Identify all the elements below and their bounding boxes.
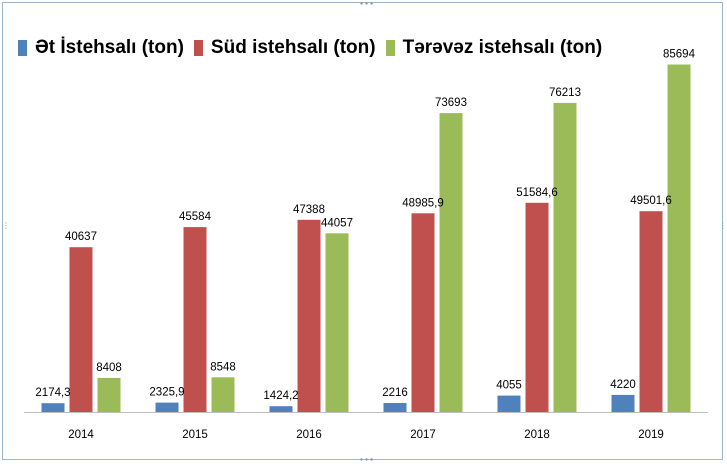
- bar-vegetable-2019[interactable]: [667, 64, 691, 413]
- data-label-milk-2016: 47388: [293, 204, 325, 216]
- bar-meat-2014[interactable]: [41, 403, 65, 412]
- x-tick-label-2018: 2018: [524, 429, 550, 441]
- data-label-meat-2014: 2174,3: [35, 387, 70, 399]
- bar-vegetable-2014[interactable]: [97, 377, 121, 412]
- bar-meat-2019[interactable]: [611, 394, 635, 412]
- legend-item-milk: Süd istehsalı (ton): [193, 37, 376, 59]
- data-label-vegetable-2019: 85694: [663, 49, 696, 61]
- data-label-vegetable-2015: 8548: [210, 361, 236, 373]
- resize-handle-left[interactable]: ⋮: [2, 221, 10, 230]
- data-label-milk-2015: 45584: [179, 211, 212, 223]
- data-label-meat-2017: 2216: [382, 387, 408, 399]
- data-label-vegetable-2017: 73693: [435, 97, 467, 109]
- legend-item-meat: Ət İstehsalı (ton): [18, 37, 184, 59]
- x-tick-label-2015: 2015: [182, 429, 208, 441]
- legend-swatch-vegetable: [385, 40, 395, 56]
- x-tick-label-2017: 2017: [410, 429, 436, 441]
- data-label-milk-2019: 49501,6: [630, 195, 672, 207]
- bar-milk-2017[interactable]: [411, 213, 435, 412]
- legend-label-milk: Süd istehsalı (ton): [210, 37, 376, 58]
- bar-meat-2016[interactable]: [269, 406, 293, 412]
- data-label-meat-2015: 2325,9: [149, 387, 184, 399]
- bar-vegetable-2018[interactable]: [553, 102, 577, 413]
- x-tick-label-2019: 2019: [638, 429, 664, 441]
- resize-handle-top[interactable]: ∙∙∙: [359, 0, 375, 8]
- bar-milk-2019[interactable]: [639, 211, 663, 412]
- bar-milk-2014[interactable]: [69, 247, 93, 412]
- bar-meat-2018[interactable]: [497, 395, 521, 412]
- bar-vegetable-2015[interactable]: [211, 377, 235, 412]
- data-label-vegetable-2014: 8408: [96, 362, 122, 374]
- data-label-group: 2174,3 40637 8408 2325,9 45584 8548 1424,2 4738…: [35, 49, 695, 403]
- chart-legend: Ət İstehsalı (ton) Süd istehsalı (ton) T…: [18, 34, 612, 62]
- data-label-milk-2017: 48985,9: [402, 197, 444, 209]
- data-label-meat-2018: 4055: [496, 380, 522, 392]
- x-tick-label-2016: 2016: [296, 429, 322, 441]
- bar-milk-2016[interactable]: [297, 219, 321, 412]
- bar-meat-2017[interactable]: [383, 403, 407, 412]
- data-label-milk-2014: 40637: [65, 231, 97, 243]
- x-tick-label-2014: 2014: [68, 429, 94, 441]
- data-label-vegetable-2016: 44057: [321, 217, 353, 229]
- legend-label-vegetable: Tərəvəz istehsalı (ton): [402, 37, 603, 58]
- legend-swatch-milk: [193, 40, 203, 56]
- bar-milk-2015[interactable]: [183, 227, 207, 412]
- data-label-meat-2016: 1424,2: [263, 390, 298, 402]
- x-tick-label-group: 2014 2015 2016 2017 2018 2019: [68, 429, 664, 441]
- bar-vegetable-2017[interactable]: [439, 113, 463, 412]
- bar-milk-2018[interactable]: [525, 202, 549, 412]
- bar-group: [41, 64, 691, 413]
- chart-frame[interactable]: [2, 2, 723, 460]
- data-label-meat-2019: 4220: [610, 379, 636, 391]
- data-label-milk-2018: 51584,6: [516, 187, 558, 199]
- legend-label-meat: Ət İstehsalı (ton): [35, 37, 184, 58]
- legend-swatch-meat: [18, 40, 27, 56]
- data-label-vegetable-2018: 76213: [549, 87, 581, 99]
- resize-handle-bottom[interactable]: ∙∙∙: [359, 455, 375, 464]
- bar-meat-2015[interactable]: [155, 402, 179, 412]
- resize-handle-right[interactable]: ⋮: [719, 221, 727, 230]
- bar-vegetable-2016[interactable]: [325, 233, 349, 412]
- legend-item-vegetable: Tərəvəz istehsalı (ton): [385, 37, 603, 59]
